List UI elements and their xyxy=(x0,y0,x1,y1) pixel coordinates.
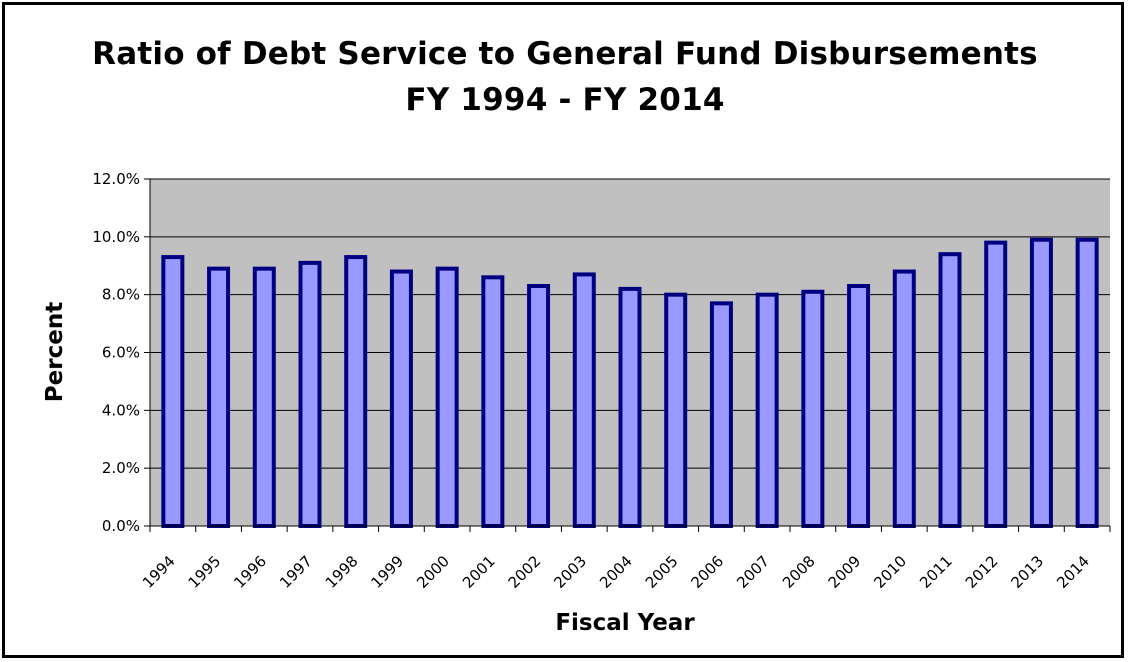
x-tick-label: 2006 xyxy=(688,552,728,592)
x-tick-label: 2007 xyxy=(733,552,773,592)
bar-2010 xyxy=(892,269,916,528)
y-tick-label: 0.0% xyxy=(102,517,140,535)
bar-2006 xyxy=(709,301,733,529)
chart-title: Ratio of Debt Service to General Fund Di… xyxy=(92,36,1038,72)
x-tick-label: 1998 xyxy=(322,552,362,592)
x-tick-label: 2014 xyxy=(1053,552,1093,592)
x-tick-label: 2012 xyxy=(962,552,1002,592)
x-tick-label: 1996 xyxy=(230,552,270,592)
x-tick-label: 2001 xyxy=(459,552,499,592)
y-tick-label: 2.0% xyxy=(102,459,140,477)
bar-2001 xyxy=(481,275,505,529)
x-tick-label: 2004 xyxy=(596,552,636,592)
x-axis-label: Fiscal Year xyxy=(555,610,695,636)
x-tick-label: 2010 xyxy=(870,552,910,592)
bar-2005 xyxy=(664,292,688,528)
x-tick-label: 1997 xyxy=(276,552,316,592)
bar-2004 xyxy=(618,286,642,528)
bar-2011 xyxy=(938,252,962,529)
x-tick-label: 2013 xyxy=(1008,552,1048,592)
y-tick-labels: 0.0% 2.0% 4.0% 6.0% 8.0% 10.0% 12.0% xyxy=(92,170,140,535)
bar-2009 xyxy=(847,283,871,528)
x-tick-label: 1994 xyxy=(139,552,179,592)
bar-2014 xyxy=(1075,237,1099,528)
bar-2003 xyxy=(572,272,596,528)
bar-1998 xyxy=(344,255,368,528)
bar-2007 xyxy=(755,292,779,528)
y-tick-label: 10.0% xyxy=(92,228,140,246)
bar-2000 xyxy=(435,266,459,528)
x-tick-label: 2011 xyxy=(916,552,956,592)
axes xyxy=(144,178,1111,532)
y-axis-label: Percent xyxy=(42,302,68,402)
bar-1996 xyxy=(252,266,276,528)
chart-subtitle: FY 1994 - FY 2014 xyxy=(405,82,725,118)
bar-1995 xyxy=(207,266,231,528)
x-tick-label: 1999 xyxy=(368,552,408,592)
x-tick-label: 2008 xyxy=(779,552,819,592)
x-tick-label: 2009 xyxy=(825,552,865,592)
bars xyxy=(161,237,1099,529)
bar-2008 xyxy=(801,289,825,528)
bar-2002 xyxy=(527,283,551,528)
y-tick-label: 6.0% xyxy=(102,344,140,362)
x-tick-label: 2003 xyxy=(550,552,590,592)
x-tick-label: 1995 xyxy=(185,552,225,592)
bar-1999 xyxy=(389,269,413,528)
bar-1997 xyxy=(298,260,322,528)
y-tick-label: 4.0% xyxy=(102,401,140,419)
x-tick-label: 2000 xyxy=(413,552,453,592)
y-tick-label: 8.0% xyxy=(102,286,140,304)
x-tick-label: 2002 xyxy=(505,552,545,592)
bar-1994 xyxy=(161,255,185,528)
x-tick-labels: 1994 1995 1996 1997 1998 1999 2000 2001 2002 2003… xyxy=(139,552,1093,592)
bar-2012 xyxy=(984,240,1008,528)
y-tick-label: 12.0% xyxy=(92,170,140,188)
x-tick-label: 2005 xyxy=(642,552,682,592)
bar-2013 xyxy=(1029,237,1053,528)
